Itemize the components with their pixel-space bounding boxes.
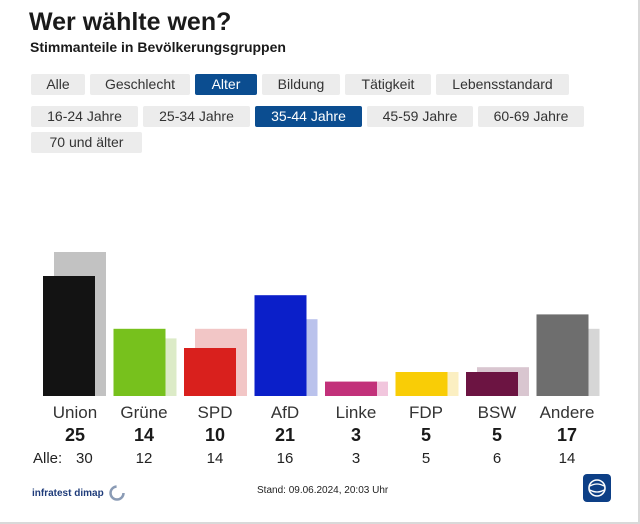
- source-logo: infratest dimap: [32, 484, 126, 502]
- tab-bildung[interactable]: Bildung: [262, 74, 340, 95]
- party-value-linke: 3: [350, 425, 361, 445]
- bar-linke: [325, 381, 377, 396]
- party-value-union: 25: [64, 425, 86, 445]
- tagesschau-globe-icon: [588, 479, 606, 497]
- party-name-linke: Linke: [335, 403, 377, 422]
- party-value-gruene: 14: [133, 425, 155, 445]
- bar-afd: [254, 295, 307, 396]
- source-label: infratest dimap: [32, 487, 104, 499]
- alle-value-fdp: 5: [421, 450, 431, 467]
- party-value-bsw: 5: [491, 425, 502, 445]
- bar-spd: [184, 348, 236, 396]
- infratest-logo-icon: [108, 485, 125, 501]
- party-name-fdp: FDP: [409, 403, 443, 422]
- subtab-60-69[interactable]: 60-69 Jahre: [478, 106, 584, 127]
- party-name-andere: Andere: [539, 403, 595, 422]
- tab-geschlecht[interactable]: Geschlecht: [90, 74, 190, 95]
- bar-bsw: [466, 372, 518, 396]
- alle-row-label: Alle:: [33, 450, 63, 467]
- party-value-andere: 17: [556, 425, 578, 445]
- subtab-16-24[interactable]: 16-24 Jahre: [31, 106, 138, 127]
- party-value-spd: 10: [204, 425, 226, 445]
- alle-value-linke: 3: [351, 450, 361, 467]
- tab-taetigkeit[interactable]: Tätigkeit: [345, 74, 431, 95]
- party-name-gruene: Grüne: [120, 403, 168, 422]
- bar-fdp: [395, 372, 448, 396]
- party-name-afd: AfD: [270, 403, 300, 422]
- tab-alter[interactable]: Alter: [195, 74, 257, 95]
- bar-union: [43, 276, 95, 396]
- timestamp: Stand: 09.06.2024, 20:03 Uhr: [257, 485, 389, 496]
- subtab-35-44[interactable]: 35-44 Jahre: [255, 106, 362, 127]
- alle-value-andere: 14: [558, 450, 576, 467]
- alle-value-union: 30: [76, 450, 93, 467]
- party-value-afd: 21: [274, 425, 296, 445]
- party-name-union: Union: [52, 403, 98, 422]
- bar-andere: [536, 314, 589, 396]
- alle-value-afd: 16: [276, 450, 294, 467]
- tab-alle[interactable]: Alle: [31, 74, 85, 95]
- chart-title: Wer wählte wen?: [29, 8, 232, 36]
- tab-lebensstandard[interactable]: Lebensstandard: [436, 74, 569, 95]
- alle-value-bsw: 6: [492, 450, 502, 467]
- tagesschau-logo[interactable]: [583, 474, 611, 502]
- party-name-bsw: BSW: [477, 403, 517, 422]
- party-name-spd: SPD: [197, 403, 233, 422]
- subtab-25-34[interactable]: 25-34 Jahre: [143, 106, 250, 127]
- party-value-fdp: 5: [420, 425, 431, 445]
- bar-gruene: [113, 328, 166, 396]
- subtab-45-59[interactable]: 45-59 Jahre: [367, 106, 473, 127]
- alle-value-gruene: 12: [135, 450, 153, 467]
- alle-value-spd: 14: [206, 450, 224, 467]
- subtab-70-plus[interactable]: 70 und älter: [31, 132, 142, 153]
- chart-subtitle: Stimmanteile in Bevölkerungsgruppen: [30, 39, 286, 55]
